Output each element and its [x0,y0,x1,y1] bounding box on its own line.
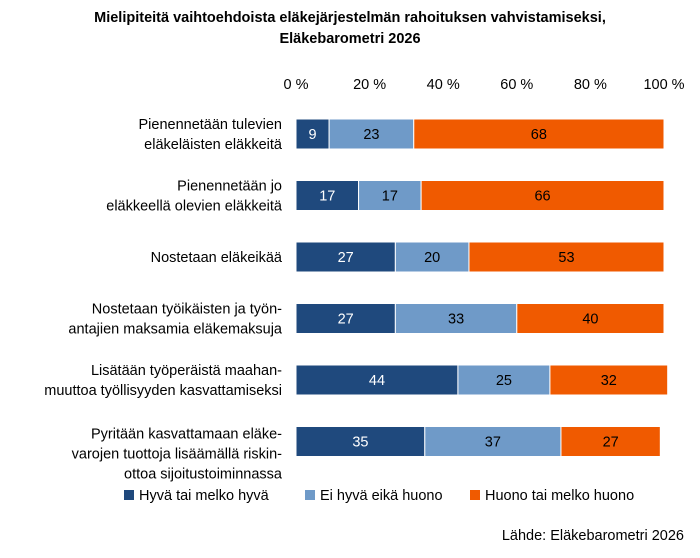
stacked-bar-chart: 0 % 20 % 40 % 60 % 80 % 100 % Pienennetään tu… [44,77,685,504]
bar-segment [413,118,665,150]
bar-value-label: 9 [309,127,317,143]
legend-label: Ei hyvä eikä huono [320,488,443,504]
category-label: Pienennetään jo eläkkeellä olevien eläkke… [106,179,283,215]
bar-value-label: 66 [534,189,550,205]
source-note: Lähde: Eläkebarometri 2026 [501,528,684,544]
bar-value-label: 17 [319,189,335,205]
bar-segment [295,180,360,211]
x-tick-label: 100 % [643,77,684,93]
legend-label: Hyvä tai melko hyvä [139,488,270,504]
chart-title-line-1: Mielipiteitä vaihtoehdoista eläkejärjest… [94,10,606,26]
bar-segment [420,180,665,211]
legend: Hyvä tai melko hyvä Ei hyvä eikä huono Huo… [124,488,634,504]
bar-value-label: 20 [424,250,440,266]
category-label: Nostetaan työikäisten ja työn-antajien m… [68,302,283,338]
bar-value-label: 37 [485,435,501,451]
category-label: Pyritään kasvattamaan eläke-varojen tuot… [72,427,283,483]
x-tick-label: 80 % [574,77,607,93]
category-label: Lisätään työperäistä maahan-muuttoa työl… [44,363,282,399]
bar-value-label: 68 [531,127,547,143]
category-label-line: Pienennetään tulevien [138,117,282,133]
category-label-line: antajien maksamia eläkemaksuja [68,322,283,338]
bar-segment [295,241,396,273]
bars: 9 23 68 17 17 66 27 20 53 27 33 40 44 25 32 35 37 27 [295,118,669,457]
bar-value-label: 44 [369,373,385,389]
bar-segment [295,364,459,396]
bar-segment [516,303,665,334]
legend-label: Huono tai melko huono [485,488,634,504]
x-tick-label: 0 % [284,77,309,93]
category-label-line: eläkkeellä olevien eläkkeitä [106,199,283,215]
bar-segment [549,364,669,396]
category-label-line: varojen tuottoja lisäämällä riskin- [72,447,283,463]
bar-value-label: 27 [603,435,619,451]
legend-swatch [124,490,134,500]
x-tick-label: 60 % [500,77,533,93]
x-tick-label: 20 % [353,77,386,93]
bar-segment [424,426,562,457]
x-axis-ticks: 0 % 20 % 40 % 60 % 80 % 100 % [284,77,685,93]
category-label-line: ottoa sijoitustoiminnassa [124,467,283,483]
category-label-line: Lisätään työperäistä maahan- [91,363,282,379]
category-label-line: Nostetaan työikäisten ja työn- [92,302,282,318]
legend-swatch [305,490,315,500]
bar-segment [295,118,330,150]
bar-value-label: 27 [338,250,354,266]
category-label: Nostetaan eläkeikää [151,250,283,266]
x-tick-label: 40 % [427,77,460,93]
chart-title: Mielipiteitä vaihtoehdoista eläkejärjest… [0,8,700,50]
bar-segment [560,426,661,457]
bar-segment [468,241,665,273]
bar-segment [358,180,422,211]
category-label-line: Nostetaan eläkeikää [151,250,283,266]
bar-value-label: 33 [448,312,464,328]
bar-segment [394,303,518,334]
bar-value-label: 53 [558,250,574,266]
category-label-line: eläkeläisten eläkkeitä [144,137,283,153]
category-label-line: Pienennetään jo [177,179,282,195]
bar-value-label: 32 [601,373,617,389]
legend-swatch [470,490,480,500]
bar-value-label: 27 [338,312,354,328]
bar-segment [295,426,426,457]
bar-value-label: 25 [496,373,512,389]
bar-value-label: 23 [363,127,379,143]
category-label-line: Pyritään kasvattamaan eläke- [91,427,282,443]
bar-value-label: 40 [582,312,598,328]
category-labels: Pienennetään tulevien eläkeläisten eläkke… [44,117,283,483]
category-label: Pienennetään tulevien eläkeläisten eläkke… [138,117,282,153]
bar-value-label: 35 [352,435,368,451]
bar-segment [394,241,470,273]
bar-value-label: 17 [382,189,398,205]
chart-title-line-2: Eläkebarometri 2026 [279,31,421,47]
category-label-line: muuttoa työllisyyden kasvattamiseksi [44,383,282,399]
